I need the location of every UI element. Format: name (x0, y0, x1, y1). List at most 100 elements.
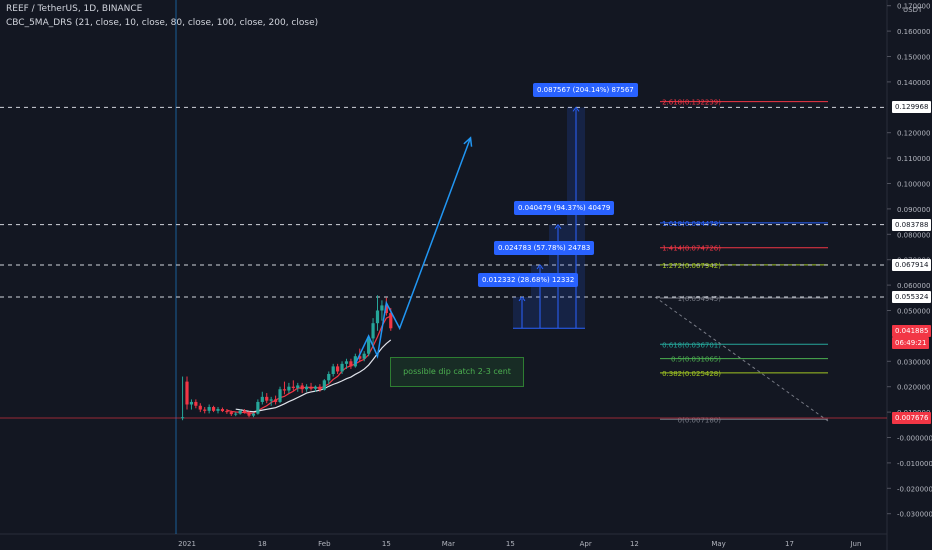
x-tick-label: 15 (382, 540, 391, 548)
y-tick-label: 0.100000 (897, 181, 930, 189)
measure-label[interactable]: 0.040479 (94.37%) 40479 (514, 200, 615, 215)
y-tick-label: -0.000000 (897, 435, 932, 443)
x-tick-label: May (711, 540, 725, 548)
y-tick-label: 0.150000 (897, 54, 930, 62)
measure-label[interactable]: 0.012332 (28.68%) 12332 (478, 272, 579, 287)
candle-body (353, 356, 357, 367)
measure-arrowhead (518, 296, 526, 302)
fib-level-label: 1.414(0.074726) (662, 245, 721, 253)
price-tag: 0.007676 (892, 412, 932, 424)
y-tick-label: 0.090000 (897, 206, 930, 214)
candle-body (180, 417, 185, 419)
candle-body (367, 338, 371, 354)
candle-body (336, 366, 340, 372)
candle-body (282, 389, 287, 391)
indicator-legend[interactable]: CBC_5MA_DRS (21, close, 10, close, 80, c… (6, 18, 319, 28)
candle-body (305, 386, 309, 390)
candle-body (349, 361, 353, 367)
candle-body (216, 409, 220, 411)
candle-body (234, 413, 238, 415)
horizontal-dashed-lines (0, 106, 887, 419)
candle-body (375, 310, 380, 324)
candle-body (229, 412, 233, 415)
candle-body (358, 356, 362, 359)
candle-body (194, 401, 198, 406)
ma-fast-line (226, 315, 392, 414)
candle-body (211, 407, 216, 411)
candle-body (291, 386, 295, 388)
candle-body (269, 399, 273, 401)
axis-unit-label: USDT (903, 6, 923, 14)
candle-body (225, 411, 229, 413)
fib-level-label: 0.618(0.036701) (662, 341, 721, 349)
y-tick-label: 0.110000 (897, 155, 930, 163)
y-tick-label: 0.030000 (897, 358, 930, 366)
dip-note-box[interactable]: possible dip catch 2-3 cent (390, 357, 524, 387)
projection-arrowhead (463, 136, 473, 147)
x-tick-label: 17 (785, 540, 794, 548)
fib-level-label: 0.382(0.025428) (662, 370, 721, 378)
candle-body (327, 374, 331, 381)
fib-level-label: 1.272(0.067942) (662, 262, 721, 270)
fib-level-label: 1.618(0.084479) (662, 220, 721, 228)
fib-level-label: 0(0.007180) (678, 416, 722, 424)
x-tick-label: Apr (580, 540, 592, 548)
price-tag: 0.067914 (892, 258, 932, 271)
ma-slow-line (235, 339, 392, 413)
y-tick-label: 0.120000 (897, 130, 930, 138)
measure-tools (513, 106, 585, 329)
fib-level-label: 2.618(0.132239) (662, 99, 721, 107)
y-tick-label: 0.050000 (897, 308, 930, 316)
y-tick-label: 0.140000 (897, 79, 930, 87)
projection-line (354, 137, 472, 365)
x-tick-label: 12 (630, 540, 639, 548)
measure-label[interactable]: 0.024783 (57.78%) 24783 (494, 240, 595, 255)
x-tick-label: Feb (318, 540, 331, 548)
candle-body (344, 361, 349, 364)
candle-body (300, 385, 304, 390)
fib-extension-levels: 2.618(0.132239) 1.618(0.084479) 1.414(0.07… (660, 99, 828, 424)
candle-body (238, 410, 242, 414)
projection-path (354, 136, 473, 365)
candlesticks (180, 295, 393, 421)
y-tick-label: 0.020000 (897, 384, 930, 392)
y-tick-label: 0.060000 (897, 282, 930, 290)
candle-body (340, 363, 344, 372)
candle-body (371, 323, 375, 339)
y-tick-label: -0.010000 (897, 460, 932, 468)
x-tick-label: 15 (506, 540, 515, 548)
candle-body (380, 305, 384, 311)
y-tick-label: 0.170000 (897, 3, 930, 11)
time-axis: 2021 18 Feb 15 Mar 15 Apr 12 May 17 Jun (178, 540, 861, 548)
measure-label[interactable]: 0.087567 (204.14%) 87567 (533, 83, 638, 98)
y-tick-label: -0.030000 (897, 511, 932, 519)
candle-body (260, 396, 264, 402)
x-tick-label: 2021 (178, 540, 196, 548)
price-tag: 0.129968 (892, 101, 932, 114)
candle-body (384, 305, 388, 314)
measure-arrowhead (536, 264, 544, 270)
moving-averages (226, 315, 392, 414)
price-tag: 0.041885 (892, 325, 932, 338)
candle-body (389, 313, 393, 329)
candle-body (207, 407, 211, 411)
candle-body (198, 405, 202, 410)
fib-level-label: 1(0.054945) (678, 295, 722, 303)
candle-body (242, 410, 247, 413)
measure-arrowhead (554, 223, 562, 229)
symbol-title[interactable]: REEF / TetherUS, 1D, BINANCE (6, 4, 143, 14)
price-tag: 0.055324 (892, 290, 932, 303)
candle-body (265, 396, 269, 401)
candle-body (185, 381, 189, 405)
fib-level-label: 0.5(0.031065) (671, 356, 721, 364)
candle-body (278, 389, 282, 402)
candle-body (220, 409, 225, 412)
candle-body (251, 413, 256, 416)
candle-body (296, 385, 300, 388)
y-tick-label: 0.080000 (897, 231, 930, 239)
price-tag: 0.083788 (892, 218, 932, 231)
candle-body (189, 401, 194, 405)
candle-body (203, 409, 207, 411)
candle-body (331, 366, 335, 374)
